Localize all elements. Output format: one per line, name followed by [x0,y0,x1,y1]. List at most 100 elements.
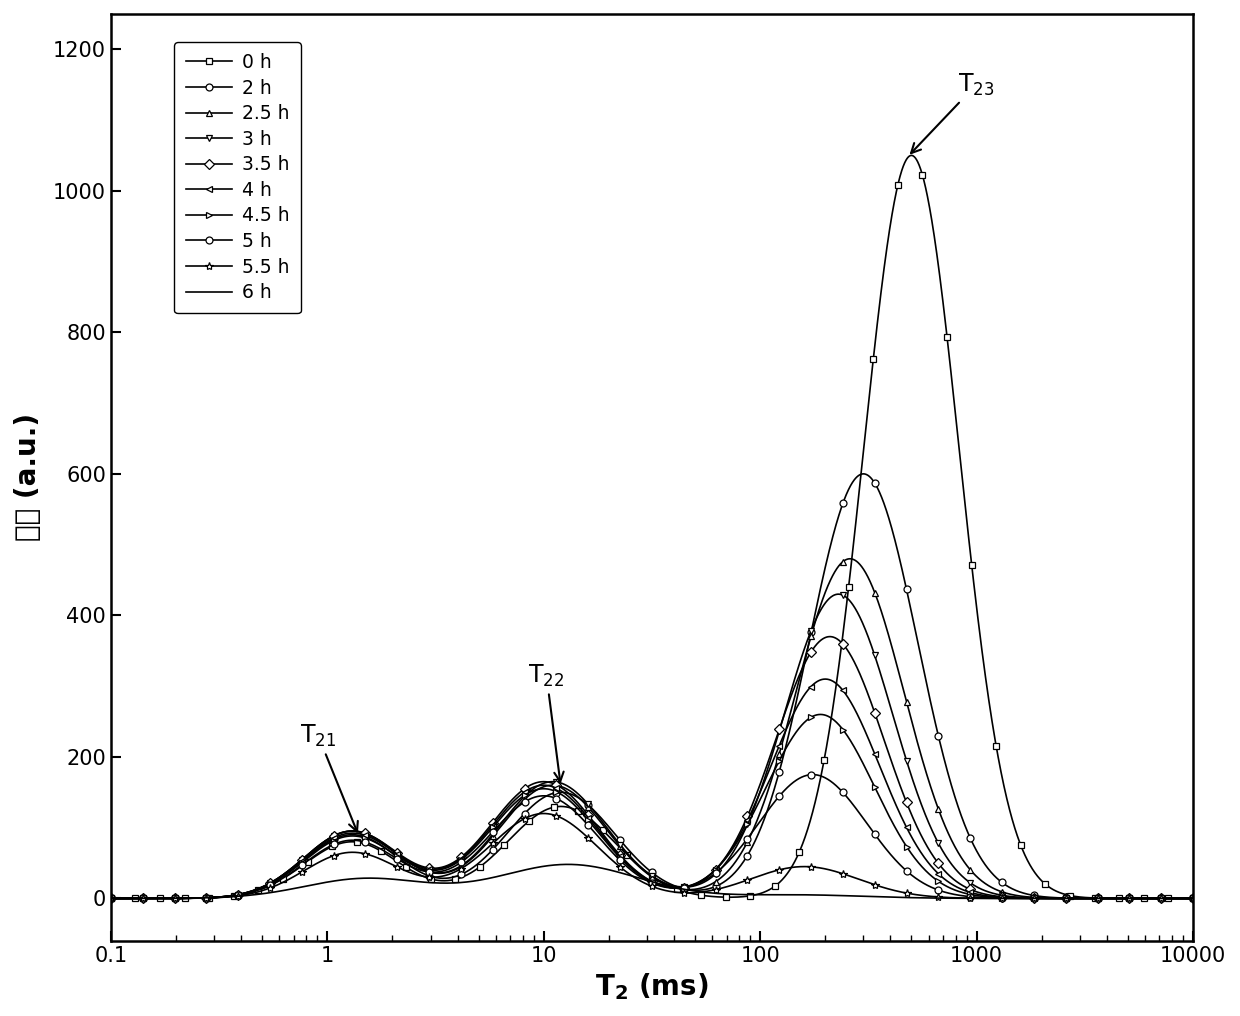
Line: 5 h: 5 h [110,774,1193,898]
4.5 h [227,889,242,901]
2.5 h [291,856,306,869]
4.5 h [1185,892,1200,904]
Text: $\mathrm{T}_{22}$: $\mathrm{T}_{22}$ [528,662,564,781]
5.5 h [1164,892,1179,904]
4.5 h [291,860,306,872]
3 h [831,588,846,600]
4 h [565,795,580,807]
Line: 3 h: 3 h [110,594,1193,898]
Line: 0 h: 0 h [110,155,1193,898]
Line: 2 h: 2 h [110,473,1193,898]
3.5 h [822,631,837,643]
2.5 h [842,553,857,565]
2.5 h [227,889,242,901]
5.5 h [565,819,580,831]
5 h [518,796,533,808]
6 h [560,859,575,871]
5 h [291,862,306,874]
4.5 h [565,798,580,810]
2.5 h [1185,892,1200,904]
6 h [291,882,306,894]
0 h [904,149,919,162]
4.5 h [813,708,828,720]
6 h [565,859,580,871]
2 h [565,788,580,801]
4 h [818,673,833,685]
6 h [103,892,118,904]
0 h [518,818,533,830]
5 h [1048,892,1063,904]
5.5 h [1185,892,1200,904]
4 h [291,858,306,870]
6 h [518,864,533,876]
2.5 h [1048,892,1063,904]
5.5 h [1048,892,1063,904]
3 h [291,856,306,869]
4.5 h [518,788,533,801]
3.5 h [1048,892,1063,904]
2 h [856,467,870,480]
2 h [1185,892,1200,904]
4 h [518,785,533,798]
0 h [291,863,306,875]
2.5 h [1164,892,1179,904]
0 h [1185,892,1200,904]
3.5 h [1164,892,1179,904]
5 h [1164,892,1179,904]
2.5 h [518,792,533,805]
3 h [1164,892,1179,904]
Text: $\mathrm{T}_{23}$: $\mathrm{T}_{23}$ [911,72,994,153]
4 h [1048,892,1063,904]
2 h [518,806,533,818]
2.5 h [103,892,118,904]
5 h [1185,892,1200,904]
4 h [103,892,118,904]
3 h [1185,892,1200,904]
3.5 h [1185,892,1200,904]
0 h [1164,892,1179,904]
5.5 h [291,868,306,880]
4.5 h [1164,892,1179,904]
Line: 6 h: 6 h [110,865,1193,898]
4.5 h [1048,892,1063,904]
5 h [565,804,580,816]
4.5 h [103,892,118,904]
3.5 h [227,889,242,901]
5 h [227,890,242,902]
Y-axis label: 幅度 (a.u.): 幅度 (a.u.) [14,414,42,542]
2 h [291,859,306,871]
Line: 4 h: 4 h [110,679,1193,898]
3 h [565,783,580,796]
6 h [227,890,242,902]
5.5 h [227,890,242,902]
3 h [103,892,118,904]
0 h [227,890,242,902]
5.5 h [518,812,533,824]
3 h [518,789,533,802]
5.5 h [103,892,118,904]
0 h [565,803,580,815]
3.5 h [565,791,580,804]
6 h [1048,892,1063,904]
6 h [1185,892,1200,904]
4 h [227,889,242,901]
4 h [1164,892,1179,904]
2 h [227,889,242,901]
5.5 h [536,808,551,820]
Line: 3.5 h: 3.5 h [110,637,1193,898]
Legend: 0 h, 2 h, 2.5 h, 3 h, 3.5 h, 4 h, 4.5 h, 5 h, 5.5 h, 6 h: 0 h, 2 h, 2.5 h, 3 h, 3.5 h, 4 h, 4.5 h,… [175,42,301,313]
3 h [1048,892,1063,904]
Line: 2.5 h: 2.5 h [110,559,1193,898]
3.5 h [518,781,533,793]
Line: 5.5 h: 5.5 h [110,814,1193,898]
3.5 h [291,856,306,869]
0 h [103,892,118,904]
Line: 4.5 h: 4.5 h [110,714,1193,898]
3 h [227,889,242,901]
5 h [805,768,820,780]
2 h [1048,892,1063,904]
6 h [1164,892,1179,904]
0 h [1048,885,1063,897]
2.5 h [565,786,580,799]
2 h [1164,892,1179,904]
